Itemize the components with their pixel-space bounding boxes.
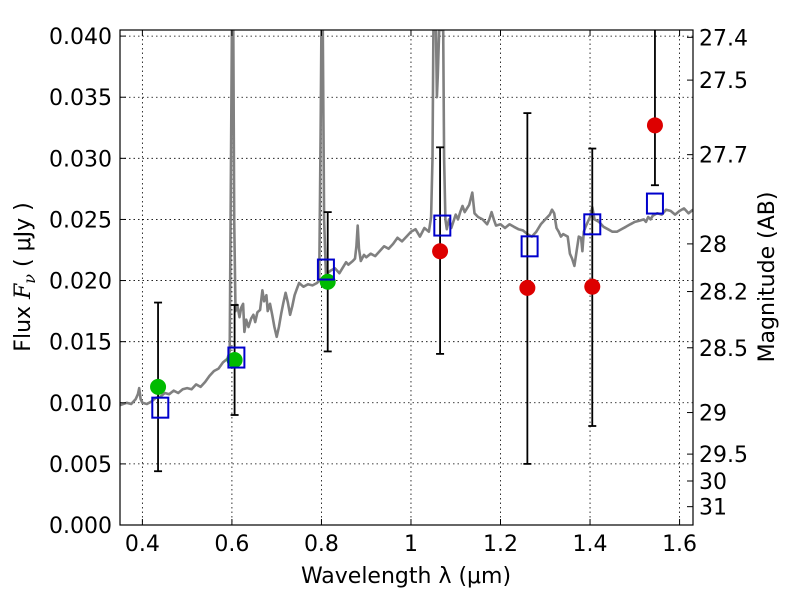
acs-data-point — [226, 352, 243, 368]
y-tick-label: 0.030 — [49, 147, 112, 172]
axis-ticks: 0.4 0.6 0.8 1 1.2 1.4 1.6 0.000 0.005 0.010 0.015 0… — [49, 25, 748, 557]
y-tick-label: 0.020 — [49, 270, 112, 295]
wfc3-data-point — [432, 243, 449, 260]
x-tick-label: 1.6 — [662, 532, 697, 557]
mag-tick-label: 30 — [699, 470, 727, 495]
model-photometry-square — [433, 214, 452, 237]
y-axis-label-left: Flux Fν ( μJy ) — [11, 202, 39, 351]
y-tick-label: 0.025 — [49, 208, 112, 233]
acs-data-point — [319, 273, 336, 290]
grid-lines — [120, 30, 693, 526]
mag-tick-label: 31 — [699, 496, 727, 521]
wfc3-data-point — [584, 278, 601, 295]
mag-tick-label: 27.4 — [699, 26, 748, 51]
mag-tick-label: 28.5 — [699, 337, 748, 362]
x-tick-label: 1 — [404, 532, 418, 557]
model-photometry-square — [645, 192, 664, 215]
x-tick-label: 1.4 — [573, 532, 608, 557]
sed-model-line — [120, 30, 693, 407]
plot-content — [120, 30, 693, 473]
y-tick-label: 0.010 — [49, 392, 112, 417]
plot-frame — [119, 29, 694, 526]
y-tick-label: 0.000 — [49, 514, 112, 539]
mag-tick-label: 28 — [699, 233, 727, 258]
x-axis-label: Wavelength λ (μm) — [301, 564, 511, 589]
y-tick-label: 0.040 — [49, 25, 112, 50]
model-photometry-square — [316, 258, 335, 281]
x-tick-label: 1.2 — [483, 532, 518, 557]
wfc3-data-point — [519, 279, 536, 296]
y-axis-label-right: Magnitude (AB) — [755, 192, 780, 363]
plot-area — [120, 30, 693, 473]
model-photometry-square — [520, 235, 539, 258]
mag-tick-label: 28.2 — [699, 281, 748, 306]
model-photometry-square — [227, 346, 246, 369]
acs-data-point — [150, 378, 167, 395]
y-tick-label: 0.035 — [49, 86, 112, 111]
y-axis-label-suffix: ( μJy ) — [11, 202, 36, 274]
y-axis-label-symbol: F — [11, 283, 36, 300]
model-photometry-square — [583, 213, 602, 236]
mag-tick-label: 27.5 — [699, 69, 748, 94]
mag-tick-label: 29.5 — [699, 443, 748, 468]
y-tick-label: 0.015 — [49, 331, 112, 356]
model-photometry-square — [151, 396, 170, 419]
mag-tick-label: 27.7 — [699, 144, 748, 169]
x-tick-label: 0.4 — [125, 532, 160, 557]
y-tick-label: 0.005 — [49, 453, 112, 478]
mag-tick-label: 29 — [699, 402, 727, 427]
y-axis-label-subscript: ν — [20, 274, 39, 284]
wfc3-data-point — [646, 117, 663, 134]
x-tick-label: 0.8 — [304, 532, 339, 557]
y-axis-label-prefix: Flux — [11, 299, 36, 352]
x-tick-label: 0.6 — [214, 532, 249, 557]
